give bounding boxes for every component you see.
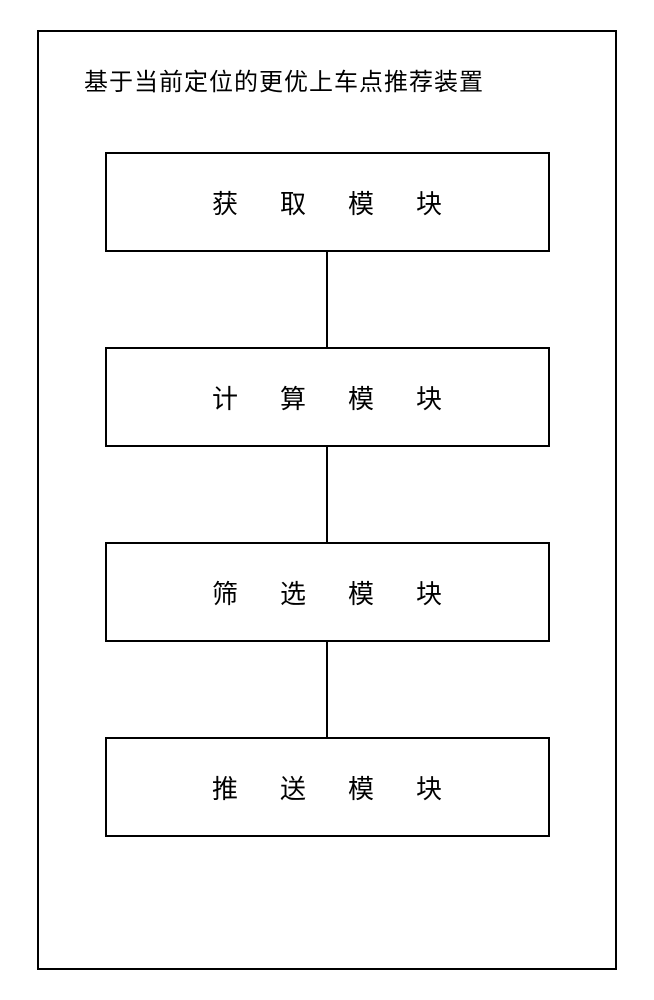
- node-label: 推送模块: [170, 769, 484, 806]
- connector-2: [326, 447, 328, 542]
- node-filter: 筛选模块: [105, 542, 550, 642]
- connector-3: [326, 642, 328, 737]
- node-calculation: 计算模块: [105, 347, 550, 447]
- diagram-container: 基于当前定位的更优上车点推荐装置 获取模块 计算模块 筛选模块 推送模块: [37, 30, 617, 970]
- connector-1: [326, 252, 328, 347]
- node-label: 获取模块: [170, 184, 484, 221]
- node-label: 计算模块: [170, 379, 484, 416]
- node-label: 筛选模块: [170, 574, 484, 611]
- diagram-title: 基于当前定位的更优上车点推荐装置: [39, 62, 615, 97]
- flow-container: 获取模块 计算模块 筛选模块 推送模块: [39, 152, 615, 837]
- node-acquisition: 获取模块: [105, 152, 550, 252]
- node-push: 推送模块: [105, 737, 550, 837]
